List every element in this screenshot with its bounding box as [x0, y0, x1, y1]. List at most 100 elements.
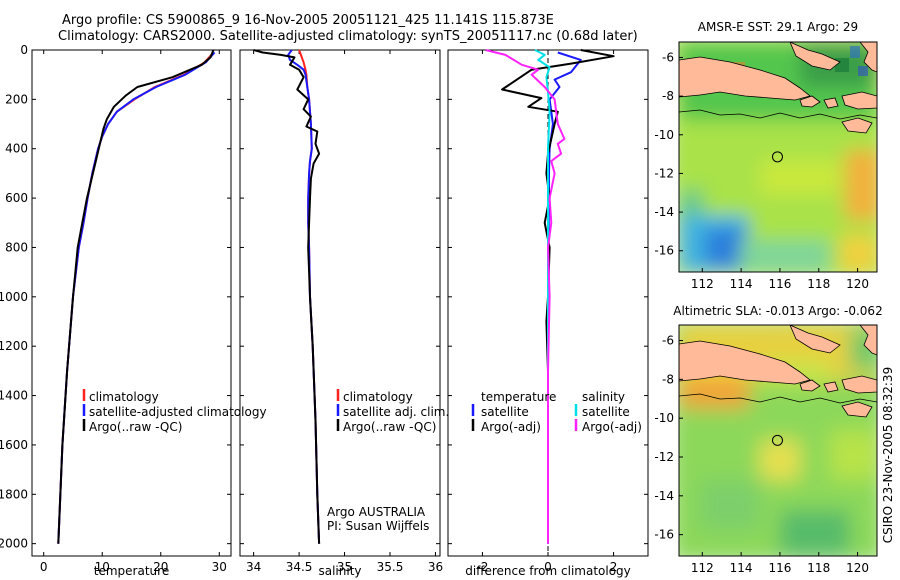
temperature-x-tick-label: 10 — [95, 560, 110, 574]
temperature-series-line — [57, 49, 215, 544]
figure-title-line2: Climatology: CARS2000. Satellite-adjuste… — [58, 29, 638, 44]
sla-map-x-tick-label: 112 — [691, 561, 714, 575]
sla-land-kalimantan — [789, 325, 841, 354]
salinity-x-tick-label: 36 — [428, 560, 443, 574]
plot-salinity: 34 34.5 35 35.5 36 salinity climatologysatelli… — [239, 49, 449, 578]
side-stamp: CSIRO 23-Nov-2005 08:32:39 — [881, 367, 895, 543]
depth-tick-label: 2000 — [0, 537, 28, 551]
salinity-series-line — [253, 49, 321, 544]
sst-land-sulawesi — [859, 42, 877, 73]
sla-map-y-tick-label: -10 — [654, 411, 674, 425]
salinity-annotation-line: Argo AUSTRALIA — [327, 505, 426, 519]
temperature-series-line — [57, 51, 215, 544]
difference-x-axis-label: difference from climatology — [465, 564, 631, 578]
salinity-legend-label: Argo(..raw -QC) — [343, 420, 436, 434]
sla-map-x-tick-label: 118 — [807, 561, 830, 575]
sst-coast-line — [679, 109, 877, 120]
temperature-plot-frame — [31, 49, 232, 557]
sla-map-y-tick-label: -16 — [654, 528, 674, 542]
salinity-legend-label: satellite adj. clim. — [343, 405, 449, 419]
temperature-legend-label: Argo(..raw -QC) — [89, 420, 182, 434]
difference-legend-label: temperature — [481, 390, 556, 404]
difference-x-tick-label: 0 — [544, 560, 552, 574]
sst-map-argo-marker — [771, 151, 783, 163]
sla-map-x-tick-label: 116 — [768, 561, 791, 575]
sla-map-y-tick-label: -14 — [654, 489, 674, 503]
difference-legend-label: satellite — [481, 405, 529, 419]
difference-series-line — [485, 49, 566, 544]
depth-tick-label: 600 — [5, 191, 28, 205]
figure-title-line1: Argo profile: CS 5900865_9 16-Nov-2005 2… — [62, 13, 554, 28]
depth-tick-label: 0 — [20, 43, 28, 57]
sst-map-x-tick-label: 114 — [730, 277, 753, 291]
sst-map-x-tick-label: 112 — [691, 277, 714, 291]
depth-tick-label: 400 — [5, 142, 28, 156]
temperature-x-tick-label: 0 — [40, 560, 48, 574]
depth-tick-label: 1600 — [0, 438, 28, 452]
salinity-x-tick-label: 34.5 — [286, 560, 313, 574]
sst-land-sumba — [841, 117, 873, 134]
sst-map — [679, 42, 877, 272]
depth-tick-label: 1000 — [0, 290, 28, 304]
sst-land-sumbawa — [841, 91, 877, 110]
salinity-x-axis-label: salinity — [318, 564, 361, 578]
sst-map-x-tick-label: 120 — [846, 277, 869, 291]
temperature-series-line — [57, 51, 216, 544]
depth-tick-label: 200 — [5, 92, 28, 106]
sla-land-sulawesi — [859, 325, 877, 356]
sla-map-axes: Altimetric SLA: -0.013 Argo: -0.062 112 11… — [654, 304, 882, 575]
sla-map-argo-marker — [771, 434, 783, 446]
temperature-x-tick-label: 20 — [153, 560, 168, 574]
temperature-x-axis-label: temperature — [94, 564, 169, 578]
difference-x-tick-label: -2 — [476, 560, 488, 574]
sla-land-lombok — [823, 381, 839, 393]
temperature-legend-label: climatology — [89, 390, 159, 404]
difference-series-line — [547, 51, 582, 544]
difference-legend-label: satellite — [582, 405, 630, 419]
sst-map-x-tick-label: 118 — [807, 277, 830, 291]
sla-map — [679, 325, 877, 556]
sst-land-java — [679, 56, 811, 101]
salinity-legend-label: climatology — [343, 390, 413, 404]
sla-map-x-tick-label: 114 — [730, 561, 753, 575]
sst-map-frame — [678, 41, 878, 273]
sla-coast-line — [679, 393, 877, 404]
sst-land-lombok — [823, 97, 839, 109]
sst-map-y-tick-label: -12 — [654, 166, 674, 180]
sla-map-title: Altimetric SLA: -0.013 Argo: -0.062 — [673, 304, 882, 318]
sst-land-kalimantan — [789, 42, 841, 71]
depth-tick-label: 800 — [5, 240, 28, 254]
sst-map-x-tick-label: 116 — [768, 277, 791, 291]
sst-map-y-tick-label: -16 — [654, 244, 674, 258]
difference-legend-label: Argo(-adj) — [582, 420, 642, 434]
temperature-legend-label: satellite-adjusted climatology — [89, 405, 267, 419]
difference-legend-label: salinity — [582, 390, 625, 404]
plot-layer: 0 10 20 30020040060080010001200140016001800… — [0, 20, 883, 578]
depth-tick-label: 1800 — [0, 487, 28, 501]
sla-land-bali — [799, 379, 821, 392]
sst-map-y-tick-label: -14 — [654, 205, 674, 219]
sst-map-title: AMSR-E SST: 29.1 Argo: 29 — [698, 20, 858, 34]
sst-map-y-tick-label: -8 — [662, 89, 674, 103]
sla-land-sumba — [841, 401, 873, 418]
difference-legend-label: Argo(-adj) — [481, 420, 541, 434]
salinity-x-tick-label: 34 — [246, 560, 261, 574]
sla-map-frame — [678, 324, 878, 557]
depth-tick-label: 1200 — [0, 339, 28, 353]
sla-land-sumbawa — [841, 375, 877, 394]
sla-map-y-tick-label: -12 — [654, 450, 674, 464]
sla-map-y-tick-label: -8 — [662, 372, 674, 386]
sla-map-y-tick-label: -6 — [662, 334, 674, 348]
difference-x-tick-label: 2 — [610, 560, 618, 574]
temperature-x-tick-label: 30 — [212, 560, 227, 574]
salinity-plot-frame — [239, 49, 441, 557]
salinity-x-tick-label: 35 — [337, 560, 352, 574]
salinity-annotation-line: PI: Susan Wijffels — [327, 519, 429, 533]
plot-temperature: 0 10 20 30 0 200 400 600 800 1000 1200 1400 1600 1800… — [0, 43, 267, 578]
sst-map-y-tick-label: -6 — [662, 50, 674, 64]
sla-map-x-tick-label: 120 — [846, 561, 869, 575]
sla-land-java — [679, 340, 811, 385]
sst-land-bali — [799, 95, 821, 108]
